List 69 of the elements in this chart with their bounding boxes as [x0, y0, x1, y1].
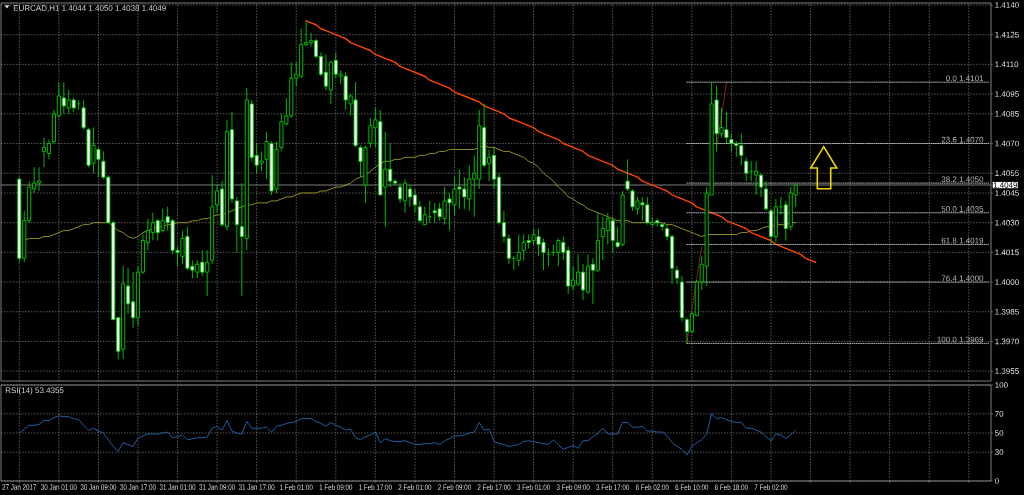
- candlestick: [398, 182, 403, 204]
- candlestick: [46, 139, 51, 160]
- x-tick-label: 6 Feb 18:00: [715, 484, 748, 491]
- x-tick-label: 2 Feb 01:00: [398, 484, 432, 491]
- x-tick-label: 31 Jan 17:00: [238, 484, 275, 490]
- y-tick-label: 1.4140: [995, 2, 1019, 8]
- candlestick: [551, 243, 556, 257]
- candlestick: [81, 99, 86, 131]
- x-tick-label: 1 Feb 01:00: [280, 484, 313, 491]
- y-tick-label: 1.3955: [995, 368, 1019, 374]
- y-tick-label: 0: [995, 478, 999, 484]
- x-tick-label: 30 Jan 09:00: [80, 484, 117, 490]
- x-tick-label: 7 Feb 02:00: [754, 484, 788, 491]
- candlestick: [546, 247, 551, 267]
- series-label: 23.6 1.4070: [941, 136, 984, 143]
- x-tick-label: 6 Feb 02:00: [635, 484, 669, 491]
- series-label: 76.4 1.4000: [941, 275, 984, 282]
- series-label: 50.0 1.4035: [941, 206, 984, 212]
- candlestick: [506, 234, 511, 265]
- x-tick-label: 1 Feb 09:00: [319, 484, 353, 491]
- series-label: 61.8 1.4019: [941, 237, 984, 244]
- candlestick: [749, 160, 754, 182]
- y-tick-label: 50: [995, 430, 1004, 436]
- x-tick-label: 3 Feb 01:00: [517, 484, 550, 491]
- candlestick: [412, 188, 417, 214]
- candlestick: [763, 180, 769, 212]
- y-tick-label: 30: [995, 449, 1004, 456]
- series-label: 0.0 1.4101: [946, 75, 984, 82]
- candlestick: [625, 158, 630, 192]
- candlestick: [234, 196, 239, 253]
- ref-line-label: 1.4049: [993, 182, 1018, 188]
- y-tick-label: 1.4015: [995, 249, 1019, 256]
- candlestick: [402, 178, 408, 214]
- y-tick-label: 100: [995, 382, 1008, 388]
- x-tick-label: 2 Feb 09:00: [438, 484, 471, 491]
- y-tick-label: 1.4095: [995, 91, 1019, 97]
- y-tick-label: 1.4125: [995, 31, 1019, 38]
- candlestick: [610, 216, 615, 253]
- x-tick-label: 31 Jan 01:00: [159, 484, 196, 490]
- x-tick-label: 31 Jan 09:00: [199, 484, 235, 490]
- x-tick-label: 2 Feb 17:00: [477, 484, 511, 491]
- x-tick-label: 30 Jan 01:00: [41, 484, 77, 490]
- series-label: 38.2 1.4050: [941, 176, 984, 183]
- chart-title: EURCAD,H1 1.4044 1.4050 1.4038 1.4049: [13, 5, 166, 12]
- x-tick-label: 1 Feb 17:00: [359, 484, 392, 491]
- x-tick-label: 3 Feb 09:00: [556, 484, 590, 491]
- x-tick-label: 3 Feb 17:00: [596, 484, 630, 491]
- candlestick: [754, 160, 759, 196]
- y-tick-label: 1.4055: [995, 170, 1019, 177]
- x-tick-label: 30 Jan 17:00: [120, 484, 156, 490]
- y-tick-label: 1.4000: [995, 279, 1019, 285]
- candlestick: [556, 238, 561, 267]
- candlestick: [674, 265, 680, 285]
- chart-title: RSI(14) 53.4355: [5, 387, 64, 395]
- series-label: 100.0 1.3969: [937, 336, 984, 343]
- x-tick-label: 27 Jan 2017: [2, 484, 37, 490]
- y-tick-label: 1.4045: [995, 190, 1019, 196]
- candlestick: [516, 234, 521, 267]
- candlestick: [744, 156, 749, 182]
- x-tick-label: 6 Feb 10:00: [675, 484, 709, 491]
- y-tick-label: 1.4110: [995, 61, 1019, 68]
- y-tick-label: 1.3985: [995, 308, 1019, 315]
- y-tick-label: 1.4030: [995, 219, 1019, 226]
- candlestick: [41, 137, 47, 168]
- y-tick-label: 1.4085: [995, 111, 1019, 117]
- y-tick-label: 1.3970: [995, 338, 1019, 345]
- y-tick-label: 1.4070: [995, 140, 1019, 147]
- y-tick-label: 70: [995, 410, 1004, 417]
- candlestick: [427, 200, 432, 224]
